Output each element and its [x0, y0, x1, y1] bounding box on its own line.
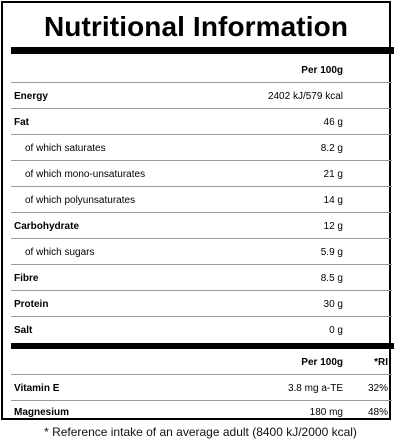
- nutrition-row: Carbohydrate 12 g: [11, 213, 392, 239]
- nutrient-label: of which mono-unsaturates: [25, 169, 146, 180]
- nutrient-value: 0 g: [329, 325, 343, 336]
- nutrition-row: of which mono-unsaturates 21 g: [11, 161, 392, 187]
- nutrition-row: Fibre 8.5 g: [11, 265, 392, 291]
- thick-divider: [11, 47, 394, 54]
- nutrient-label: Protein: [14, 299, 49, 310]
- nutrient-label: Fat: [14, 117, 29, 128]
- nutrition-row: of which sugars 5.9 g: [11, 239, 392, 265]
- panel-title: Nutritional Information: [43, 11, 349, 42]
- nutrient-label: Salt: [14, 325, 33, 336]
- nutrition-row: Energy 2402 kJ/579 kcal: [11, 83, 392, 109]
- thick-divider: [11, 343, 394, 349]
- nutrient-value: 8.2 g: [320, 143, 343, 154]
- per-100g-header: Per 100g: [301, 357, 343, 368]
- nutrient-value: 21 g: [323, 169, 343, 180]
- nutrient-label: Magnesium: [14, 407, 70, 418]
- micronutrient-row: Magnesium 180 mg 48%: [11, 401, 392, 420]
- nutrient-value: 8.5 g: [320, 273, 343, 284]
- nutrient-label: of which saturates: [25, 143, 106, 154]
- nutrient-value: 2402 kJ/579 kcal: [267, 91, 343, 102]
- ri-header: *RI: [374, 357, 388, 368]
- nutrition-row: Fat 46 g: [11, 109, 392, 135]
- reference-intake-footnote: * Reference intake of an average adult (…: [44, 425, 357, 439]
- nutrition-row: Protein 30 g: [11, 291, 392, 317]
- nutrient-value: 46 g: [323, 117, 343, 128]
- nutrient-label: Vitamin E: [14, 383, 60, 394]
- micronutrient-header-row: Per 100g *RI: [11, 349, 392, 375]
- table-header-row: Per 100g: [11, 57, 392, 83]
- nutrient-label: Energy: [14, 91, 48, 102]
- nutrition-row: of which saturates 8.2 g: [11, 135, 392, 161]
- micronutrient-row: Vitamin E 3.8 mg a-TE 32%: [11, 375, 392, 401]
- nutrient-value: 14 g: [323, 195, 343, 206]
- nutrient-value: 30 g: [323, 299, 343, 310]
- ri-value: 32%: [367, 383, 388, 394]
- ri-value: 48%: [367, 407, 388, 418]
- nutrient-value: 3.8 mg a-TE: [287, 383, 343, 394]
- nutrition-row: of which polyunsaturates 14 g: [11, 187, 392, 213]
- per-100g-header: Per 100g: [301, 65, 343, 76]
- nutrition-panel: Nutritional Information Per 100g Energy …: [1, 1, 394, 420]
- nutrient-label: Fibre: [14, 273, 39, 284]
- nutrient-label: of which sugars: [25, 247, 95, 258]
- nutrient-value: 12 g: [323, 221, 343, 232]
- nutrient-value: 5.9 g: [320, 247, 343, 258]
- nutrient-label: Carbohydrate: [14, 221, 80, 232]
- nutrient-label: of which polyunsaturates: [25, 195, 136, 206]
- nutrient-value: 180 mg: [309, 407, 343, 418]
- nutrition-row: Salt 0 g: [11, 317, 392, 343]
